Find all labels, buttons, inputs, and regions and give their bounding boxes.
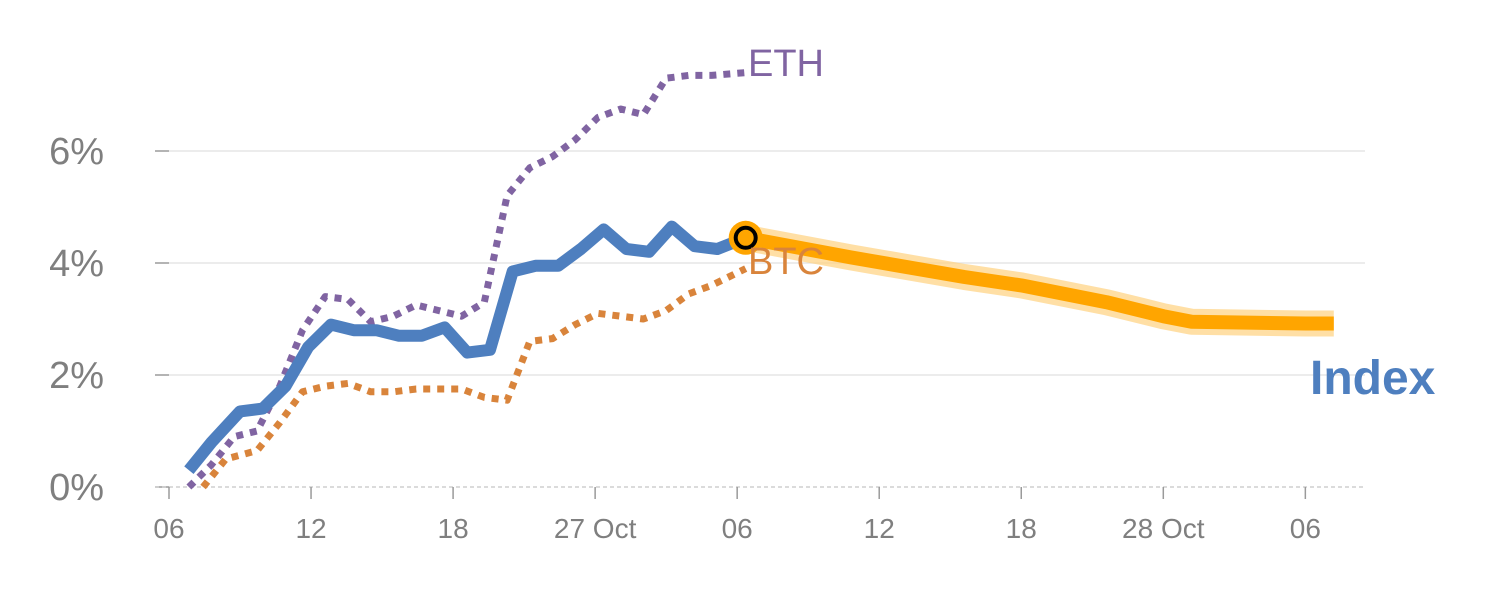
series-label-index: Index [1310, 352, 1436, 405]
x-tick-label: 06 [153, 513, 184, 544]
marker-outer [728, 220, 763, 255]
x-tick-label: 12 [864, 513, 895, 544]
y-tick-label: 6% [49, 131, 104, 173]
series-layer [184, 69, 1334, 490]
x-tick-label: 06 [722, 513, 753, 544]
series-line-eth [186, 69, 746, 490]
series-label-btc: BTC [748, 241, 824, 283]
x-tick-label: 12 [295, 513, 326, 544]
x-tick-label: 06 [1290, 513, 1321, 544]
marker-layer [728, 220, 763, 255]
x-axis: 06 12 18 27 Oct 06 12 18 28 Oct 06 [153, 486, 1365, 544]
x-tick-label: 18 [1006, 513, 1037, 544]
x-tick-label: 18 [438, 513, 469, 544]
y-tick-label: 0% [49, 467, 104, 509]
series-line-index [184, 220, 748, 474]
grid-lines [169, 150, 1365, 376]
y-tick-label: 2% [49, 355, 104, 397]
y-axis: 0% 2% 4% 6% [49, 131, 169, 509]
x-tick-label: 28 Oct [1122, 513, 1205, 544]
series-label-eth: ETH [748, 43, 824, 85]
x-tick-label: 27 Oct [554, 513, 637, 544]
y-tick-label: 4% [49, 243, 104, 285]
forecast-line [744, 230, 1334, 331]
label-layer: ETH BTC Index [748, 43, 1436, 405]
marker-ring [733, 225, 758, 250]
